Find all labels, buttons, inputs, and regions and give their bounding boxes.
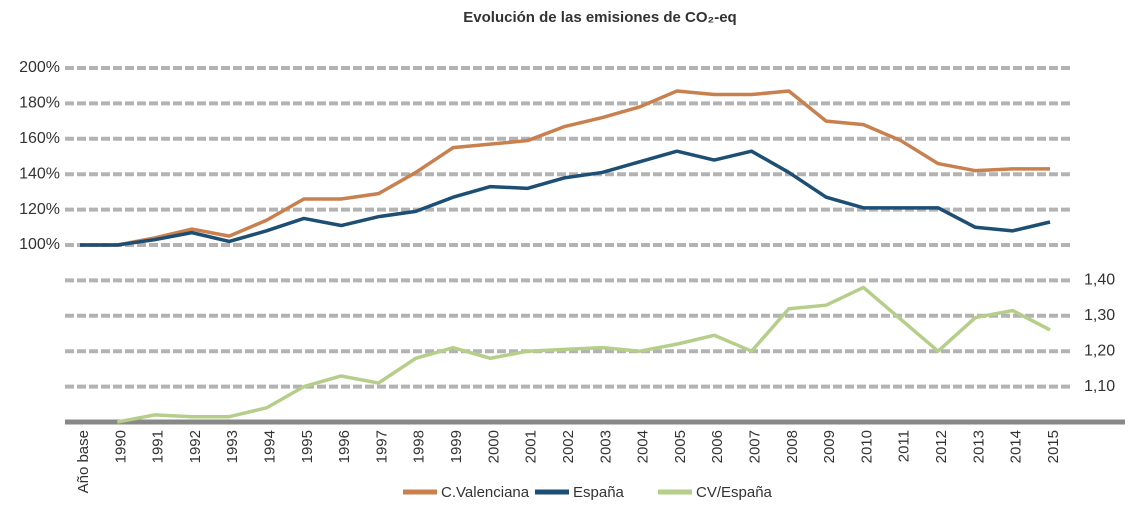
x-tick-label: 1993 <box>224 430 241 463</box>
x-tick-label: 1992 <box>187 430 204 463</box>
y2-tick-label: 1,30 <box>1084 307 1115 324</box>
x-tick-label: 2011 <box>896 430 913 462</box>
x-tick-label: 2006 <box>709 430 726 463</box>
y-tick-label: 140% <box>19 165 60 182</box>
x-tick-label: 2009 <box>821 430 838 463</box>
x-tick-label: 1997 <box>373 430 390 463</box>
series-line <box>80 89 1050 247</box>
x-tick-label: 2004 <box>635 430 652 463</box>
series-line <box>116 285 1051 424</box>
x-tick-label: 2002 <box>560 430 577 463</box>
x-tick-label: 1990 <box>112 430 129 463</box>
y2-tick-label: 1,40 <box>1084 272 1115 289</box>
x-tick-label: 2015 <box>1045 430 1062 463</box>
y-tick-label: 120% <box>19 201 60 218</box>
x-tick-label: 2013 <box>970 430 987 463</box>
x-tick-label: 2001 <box>523 430 540 463</box>
x-tick-label: 2003 <box>597 430 614 463</box>
y-tick-label: 100% <box>19 236 60 253</box>
x-tick-label: 2000 <box>485 430 502 463</box>
series-line <box>80 149 1051 247</box>
legend-label: España <box>573 484 625 501</box>
x-tick-label: Año base <box>75 430 92 493</box>
y-tick-label: 160% <box>19 130 60 147</box>
x-tick-label: 1991 <box>150 430 167 463</box>
x-tick-label: 2007 <box>747 430 764 463</box>
y-tick-label: 200% <box>19 59 60 76</box>
x-tick-label: 1996 <box>336 430 353 463</box>
x-tick-label: 1999 <box>448 430 465 463</box>
y-tick-label: 180% <box>19 95 60 112</box>
x-tick-label: 2010 <box>858 430 875 463</box>
chart-title: Evolución de las emisiones de CO₂-eq <box>463 9 736 26</box>
x-tick-label: 2008 <box>784 430 801 463</box>
legend-label: CV/España <box>696 484 773 501</box>
y2-tick-label: 1,10 <box>1084 378 1115 395</box>
x-tick-label: 1995 <box>299 430 316 463</box>
x-tick-label: 2012 <box>933 430 950 463</box>
x-tick-label: 2014 <box>1008 430 1025 463</box>
y2-tick-label: 1,20 <box>1084 342 1115 359</box>
x-tick-label: 1998 <box>411 430 428 463</box>
x-tick-label: 1994 <box>262 430 279 463</box>
x-tick-label: 2005 <box>672 430 689 463</box>
legend-label: C.Valenciana <box>441 484 530 501</box>
